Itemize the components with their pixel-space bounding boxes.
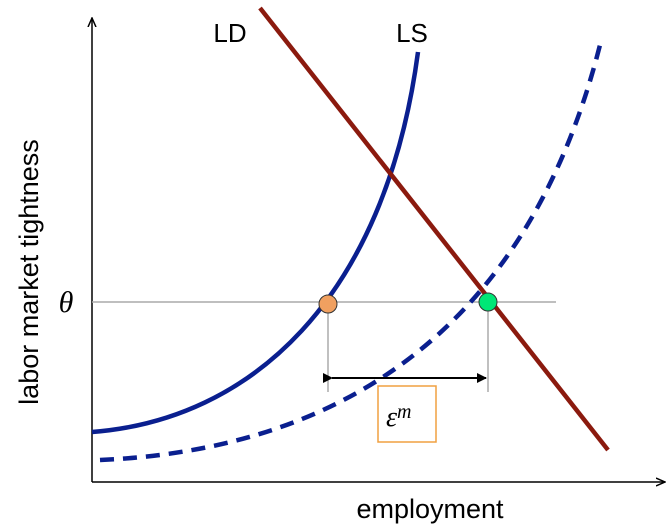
ld-line [258,6,610,452]
y-axis-label: labor market tightness [14,139,44,405]
gap-box [377,385,437,443]
ls-curve [91,51,421,435]
gap-label: εm [386,401,412,433]
ls-label: LS [396,18,428,48]
gap-symbol: ε [386,402,397,433]
x-axis-label: employment [356,494,504,524]
equilibrium-point [318,294,338,314]
ls-shifted-curve [99,44,603,463]
theta-label: θ [59,286,74,319]
ld-label: LD [213,18,246,48]
equilibrium-point [478,292,498,312]
gap-superscript: m [397,401,411,423]
